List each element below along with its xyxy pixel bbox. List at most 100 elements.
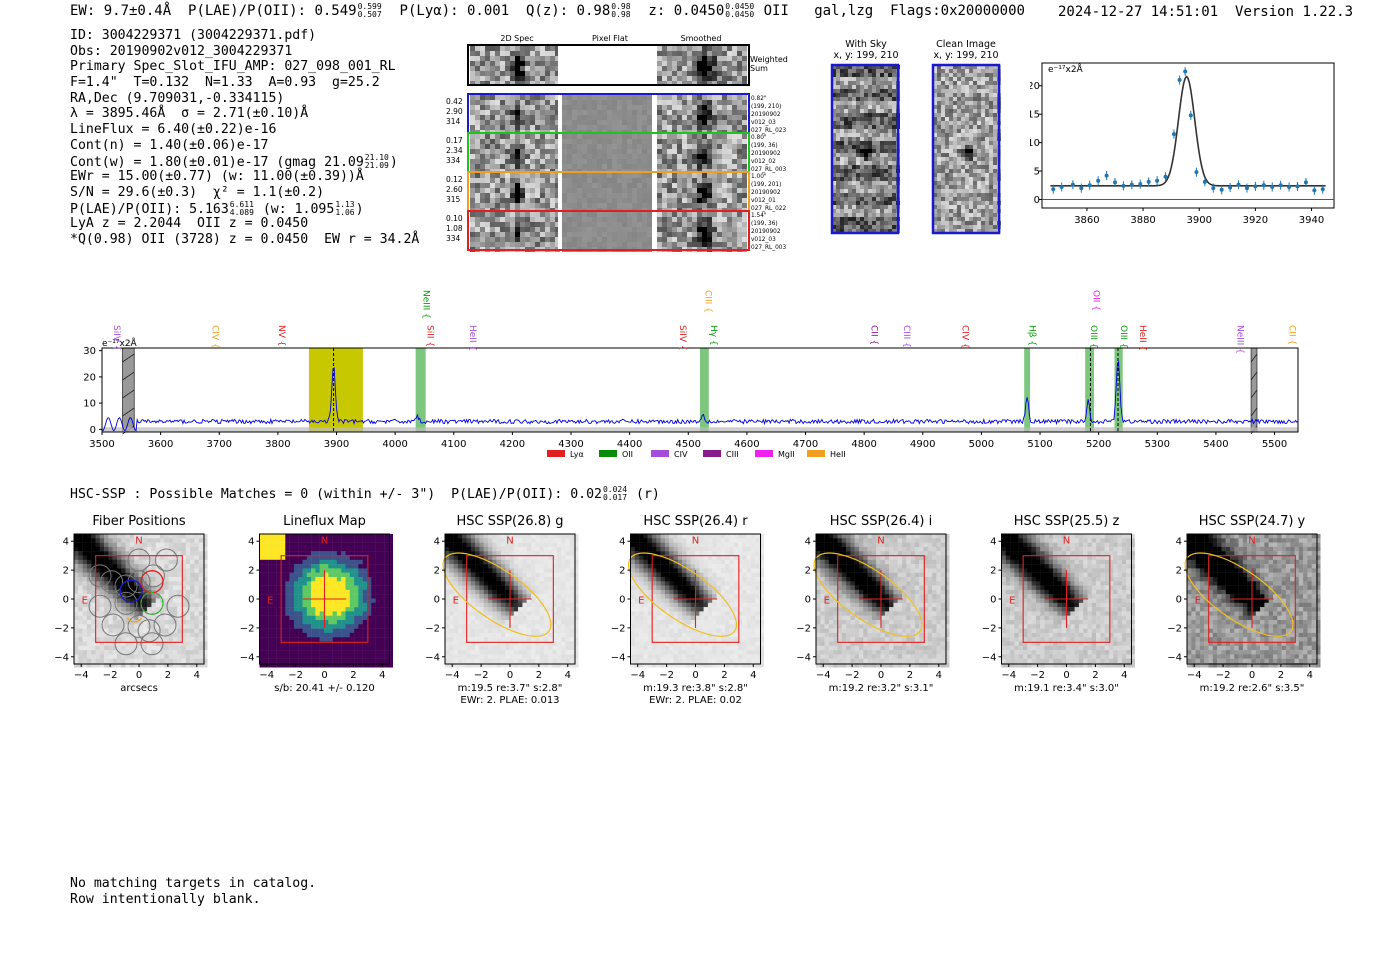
cutout-pixel bbox=[602, 217, 607, 222]
cutout-pixel bbox=[500, 212, 505, 217]
cutout-pixel bbox=[712, 178, 717, 183]
hsc-pixel bbox=[86, 641, 92, 646]
cutout-pixel bbox=[722, 66, 727, 71]
cutout-pixel bbox=[545, 237, 550, 242]
sky-pixel bbox=[860, 201, 864, 205]
sky-pixel bbox=[937, 125, 941, 129]
hsc-pixel bbox=[155, 620, 161, 625]
sky-pixel bbox=[977, 229, 981, 233]
sky-pixel bbox=[965, 181, 969, 185]
cutout-pixel bbox=[480, 173, 485, 178]
sky-pixel bbox=[876, 221, 880, 225]
sky-pixel bbox=[945, 141, 949, 145]
cutout-pixel bbox=[697, 237, 702, 242]
sky-pixel bbox=[969, 89, 973, 93]
hsc-pixel bbox=[164, 628, 169, 634]
sky-pixel bbox=[852, 181, 856, 185]
info-plae-lo: 4.089 bbox=[229, 207, 254, 217]
sky-pixel bbox=[973, 189, 977, 193]
cutout-pixel bbox=[667, 56, 672, 61]
cutout-pixel bbox=[672, 183, 677, 188]
cutout-pixel bbox=[622, 134, 627, 139]
sky-pixel bbox=[832, 165, 836, 169]
cutout-pixel bbox=[742, 81, 747, 86]
zoom-data-point bbox=[1163, 174, 1168, 179]
sky-pixel bbox=[977, 189, 981, 193]
cutout-pixel bbox=[485, 139, 490, 144]
sky-pixel bbox=[888, 137, 892, 141]
sky-pixel bbox=[957, 97, 961, 101]
sky-pixel bbox=[945, 93, 949, 97]
sky-pixel bbox=[989, 217, 993, 221]
hsc-pixel bbox=[104, 611, 109, 616]
cutout-pixel bbox=[687, 173, 692, 178]
sky-pixel bbox=[973, 93, 977, 97]
col-pixel-flat: Pixel Flat bbox=[592, 34, 628, 43]
cutout-pixel bbox=[717, 222, 722, 227]
cutout-pixel bbox=[647, 193, 652, 198]
hsc-plae-hi: 0.024 bbox=[602, 485, 628, 494]
cutout-pixel bbox=[697, 66, 702, 71]
cutout-pixel bbox=[612, 198, 617, 203]
cutout-pixel bbox=[475, 46, 480, 51]
hsc-pixel bbox=[95, 602, 100, 608]
sky-pixel bbox=[957, 89, 961, 93]
cutout-pixel bbox=[732, 110, 737, 115]
cutout-pixel bbox=[657, 217, 662, 222]
cutout-pixel bbox=[617, 178, 622, 183]
cutout-pixel bbox=[530, 212, 535, 217]
cutout-pixel bbox=[525, 212, 530, 217]
cutout-pixel bbox=[667, 66, 672, 71]
sky-pixel bbox=[864, 73, 868, 77]
cutout-pixel bbox=[637, 203, 642, 208]
sky-pixel bbox=[941, 149, 945, 153]
hsc-pixel bbox=[121, 598, 126, 603]
sky-pixel bbox=[832, 65, 836, 69]
hsc-pixel bbox=[263, 542, 269, 548]
sky-pixel bbox=[937, 117, 941, 121]
cutout-pixel bbox=[485, 212, 490, 217]
sky-pixel bbox=[945, 89, 949, 93]
sky-pixel bbox=[941, 109, 945, 113]
hsc-pixel bbox=[91, 615, 96, 621]
sky-pixel bbox=[953, 137, 957, 141]
sky-pixel bbox=[880, 221, 884, 225]
hsc-pixel bbox=[181, 559, 186, 565]
sky-pixel bbox=[860, 89, 864, 93]
sky-pixel bbox=[989, 221, 993, 225]
sky-pixel bbox=[876, 169, 880, 173]
cutout-pixel bbox=[662, 139, 667, 144]
sky-pixel bbox=[892, 109, 896, 113]
cutout-pixel bbox=[687, 110, 692, 115]
cutout-pixel bbox=[612, 139, 617, 144]
hsc-pixel bbox=[259, 534, 264, 539]
cutout-pixel bbox=[490, 164, 495, 169]
sky-pixel bbox=[880, 193, 884, 197]
sky-pixel bbox=[848, 221, 852, 225]
cutout-pixel bbox=[737, 95, 742, 100]
hsc-pixel bbox=[285, 546, 290, 552]
sky-pixel bbox=[864, 109, 868, 113]
sky-pixel bbox=[848, 165, 852, 169]
hsc-pixel bbox=[91, 663, 96, 668]
cutout-pixel bbox=[617, 115, 622, 120]
cutout-pixel bbox=[682, 81, 687, 86]
sky-pixel bbox=[892, 137, 896, 141]
sky-pixel bbox=[941, 157, 945, 161]
hsc-pixel bbox=[112, 663, 118, 668]
sky-pixel bbox=[872, 133, 876, 137]
hsc-pixel bbox=[155, 602, 161, 608]
cutout-pixel bbox=[617, 164, 622, 169]
sky-pixel bbox=[836, 89, 840, 93]
sky-pixel bbox=[864, 157, 868, 161]
cutout-pixel bbox=[667, 222, 672, 227]
sky-pixel bbox=[832, 193, 836, 197]
cutout-pixel bbox=[505, 71, 510, 76]
hsc-pixel bbox=[198, 555, 204, 560]
cutout-pixel bbox=[602, 134, 607, 139]
sky-pixel bbox=[989, 113, 993, 117]
sky-pixel bbox=[953, 89, 957, 93]
hsc-pixel bbox=[164, 581, 169, 586]
hsc-pixel bbox=[281, 538, 286, 543]
cutout-pixel bbox=[495, 81, 500, 86]
